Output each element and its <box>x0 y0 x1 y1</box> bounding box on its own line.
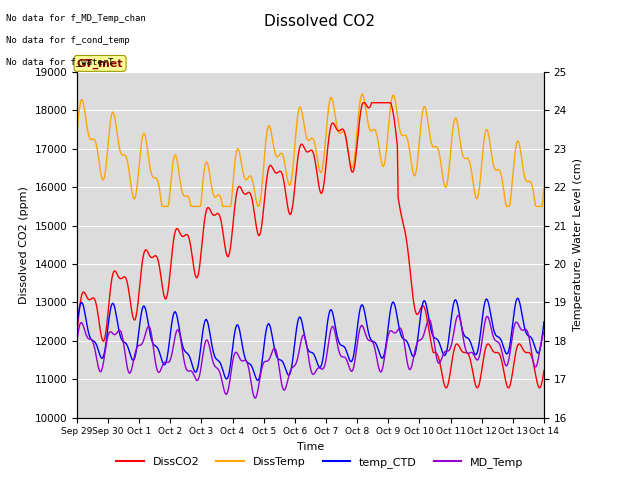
Text: No data for f_MD_Temp_chan: No data for f_MD_Temp_chan <box>6 14 146 24</box>
Y-axis label: Dissolved CO2 (ppm): Dissolved CO2 (ppm) <box>19 186 29 304</box>
Legend: DissCO2, DissTemp, temp_CTD, MD_Temp: DissCO2, DissTemp, temp_CTD, MD_Temp <box>112 452 528 472</box>
Text: No data for f_waterT: No data for f_waterT <box>6 58 114 67</box>
Y-axis label: Temperature, Water Level (cm): Temperature, Water Level (cm) <box>573 158 582 331</box>
Text: Dissolved CO2: Dissolved CO2 <box>264 14 376 29</box>
Text: No data for f_cond_temp: No data for f_cond_temp <box>6 36 130 45</box>
X-axis label: Time: Time <box>297 442 324 452</box>
Text: GT_met: GT_met <box>77 58 124 69</box>
